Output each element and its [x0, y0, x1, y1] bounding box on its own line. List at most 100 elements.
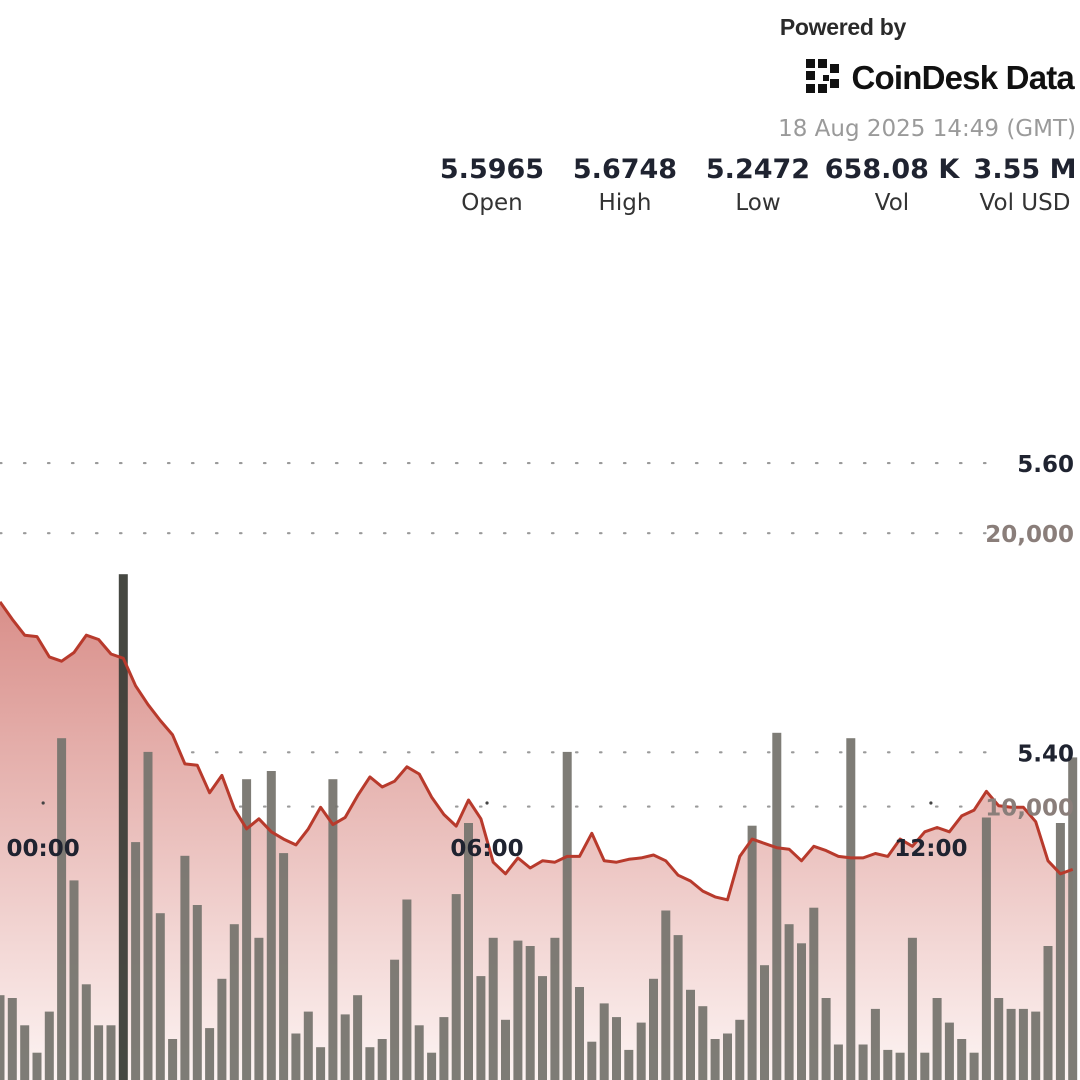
volume-bar — [870, 1008, 880, 1080]
stat-vol-usd: 3.55 M Vol USD — [974, 152, 1077, 218]
volume-bar — [525, 946, 535, 1080]
coindesk-logo-icon — [803, 56, 843, 100]
volume-bar — [797, 943, 806, 1080]
volume-bar — [624, 1049, 634, 1080]
stat-low: 5.2472 Low — [706, 152, 810, 218]
volume-bar — [747, 825, 757, 1080]
price-line — [0, 601, 1074, 902]
volume-bar — [513, 940, 523, 1080]
volume-bar — [353, 995, 363, 1080]
volume-bar — [291, 1033, 301, 1080]
volume-bar — [476, 976, 486, 1080]
stat-vol: 658.08 K Vol — [825, 152, 960, 218]
volume-bar — [155, 913, 165, 1080]
volume-bar — [821, 998, 831, 1080]
volume-bar — [69, 880, 79, 1080]
volume-bar — [57, 738, 67, 1080]
volume-bar — [907, 937, 917, 1080]
volume-bar — [254, 937, 264, 1080]
volume-bar — [192, 905, 202, 1080]
volume-bar — [168, 1039, 178, 1080]
volume-bar — [365, 1047, 375, 1080]
volume-bar — [994, 998, 1004, 1080]
volume-bar — [94, 1025, 104, 1080]
stat-value: 5.6748 — [572, 154, 678, 185]
axis-labels: 5.60 5.40 20,000 10,000 00:00 06:00 12:00 — [7, 452, 1074, 862]
time-tick-label: 06:00 — [450, 836, 523, 862]
timestamp: 18 Aug 2025 14:49 (GMT) — [778, 116, 1076, 142]
stat-value: 658.08 K — [824, 154, 960, 185]
stat-value: 5.5965 — [439, 154, 545, 185]
volume-bar — [957, 1039, 967, 1080]
volume-bar — [279, 853, 289, 1080]
volume-bar — [932, 998, 942, 1080]
volume-bar — [439, 1017, 449, 1080]
volume-bar — [131, 842, 141, 1080]
volume-bar — [809, 907, 819, 1080]
time-tick-mark — [41, 801, 45, 805]
volume-bar — [784, 924, 794, 1080]
volume-bar — [636, 1022, 646, 1080]
volume-bar — [612, 1017, 621, 1080]
volume-bar — [242, 779, 252, 1080]
volume-bars — [0, 574, 1078, 1080]
time-tick-mark — [485, 801, 489, 805]
price-tick-label: 5.40 — [1017, 741, 1074, 767]
volume-bar — [414, 1025, 424, 1080]
volume-bar — [217, 978, 227, 1080]
volume-bar — [303, 1011, 313, 1080]
time-tick-label: 12:00 — [894, 836, 967, 862]
volume-bar — [538, 976, 547, 1080]
volume-bar — [118, 574, 128, 1080]
volume-bar — [340, 1014, 350, 1080]
volume-bar — [1031, 1011, 1041, 1080]
time-tick-mark — [929, 801, 933, 805]
volume-bar — [562, 751, 572, 1080]
volume-bar — [81, 984, 91, 1080]
volume-bar — [316, 1047, 326, 1080]
brand-logo: CoinDesk Data — [803, 56, 1075, 100]
volume-bar — [735, 1019, 745, 1080]
volume-bar — [599, 1003, 609, 1080]
volume-bar — [723, 1033, 732, 1080]
stat-label: Low — [735, 190, 781, 216]
volume-bar — [229, 924, 239, 1080]
volume-bar — [858, 1044, 868, 1080]
volume-bar — [106, 1025, 116, 1080]
stat-open: 5.5965 Open — [440, 152, 544, 218]
volume-bar — [846, 738, 856, 1080]
volume-bar — [1018, 1008, 1028, 1080]
stat-label: High — [598, 190, 652, 216]
volume-bar — [1043, 946, 1053, 1080]
volume-bar — [501, 1019, 510, 1080]
volume-bar — [32, 1052, 42, 1080]
brand-name: CoinDesk Data — [851, 59, 1074, 96]
volume-bar — [328, 779, 338, 1080]
volume-bar — [895, 1052, 905, 1080]
volume-bar — [143, 751, 153, 1080]
volume-bar — [920, 1052, 930, 1080]
stat-value: 3.55 M — [973, 154, 1077, 185]
volume-bar — [944, 1022, 954, 1080]
powered-by-label: Powered by — [779, 14, 906, 40]
volume-bar — [427, 1052, 437, 1080]
stat-high: 5.6748 High — [573, 152, 677, 218]
volume-bar — [981, 817, 991, 1080]
volume-bar — [698, 1006, 708, 1080]
volume-bar — [587, 1041, 597, 1080]
volume-bar — [0, 995, 5, 1080]
volume-bar — [760, 965, 769, 1080]
volume-bar — [451, 894, 461, 1080]
volume-bar — [20, 1025, 30, 1080]
volume-bar — [686, 989, 695, 1080]
volume-bar — [7, 998, 17, 1080]
volume-bar — [661, 910, 671, 1080]
volume-bar — [969, 1052, 979, 1080]
volume-bar — [649, 978, 658, 1080]
stat-label: Vol USD — [979, 190, 1071, 216]
volume-tick-label: 10,000 — [985, 796, 1074, 822]
volume-bar — [464, 823, 473, 1080]
volume-bar — [883, 1049, 893, 1080]
volume-bar — [833, 1044, 843, 1080]
